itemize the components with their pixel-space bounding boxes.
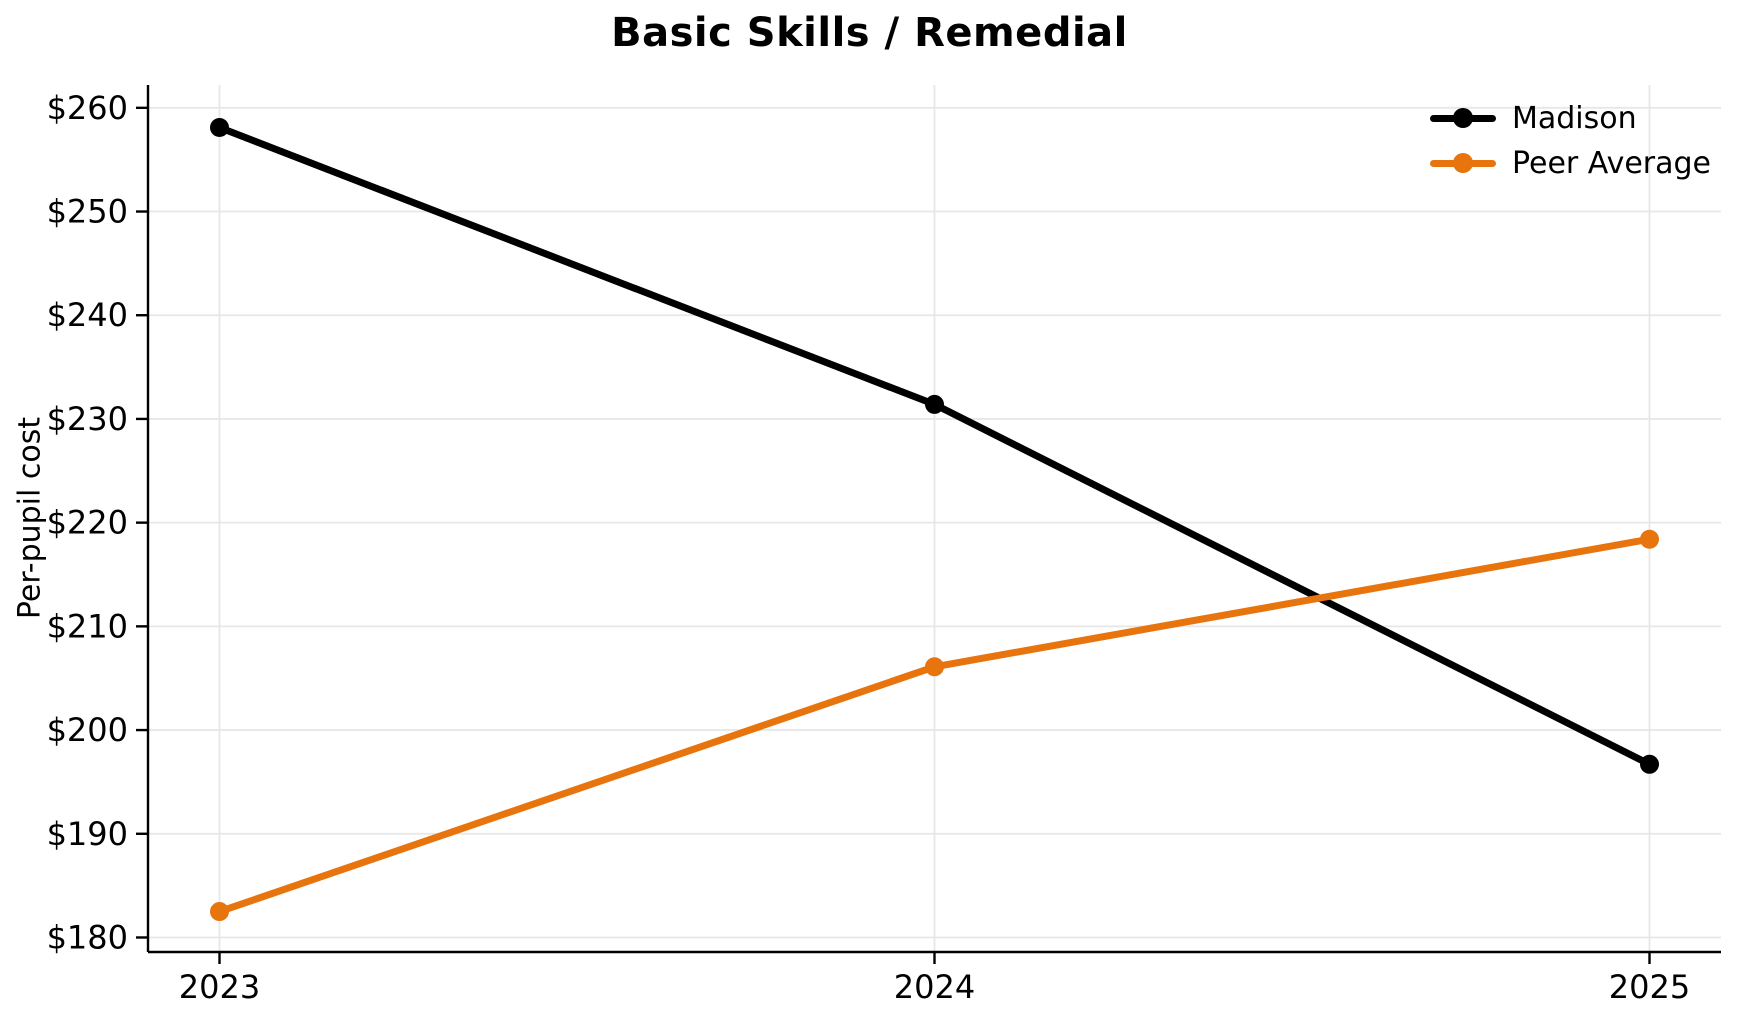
x-tick-label: 2025 <box>1609 968 1690 1006</box>
data-point-marker-peer-average <box>925 657 944 677</box>
data-point-marker-madison <box>925 394 944 414</box>
legend: Madison Peer Average <box>1430 100 1711 181</box>
legend-label-madison: Madison <box>1512 100 1637 136</box>
y-tick-label: $200 <box>47 711 128 749</box>
data-point-marker-madison <box>1640 754 1659 774</box>
legend-item-peer-average: Peer Average <box>1430 145 1711 181</box>
y-tick-label: $220 <box>47 504 128 542</box>
peer-average-line-swatch <box>1430 153 1496 173</box>
y-tick-label: $250 <box>47 193 128 231</box>
data-point-marker-peer-average <box>210 902 229 922</box>
data-point-marker-madison <box>210 118 229 138</box>
madison-line-swatch <box>1430 108 1496 128</box>
x-tick-label: 2023 <box>179 968 260 1006</box>
y-tick-label: $180 <box>47 918 128 956</box>
legend-item-madison: Madison <box>1430 100 1711 136</box>
y-tick-label: $260 <box>47 89 128 127</box>
chart-title: Basic Skills / Remedial <box>611 10 1128 56</box>
data-point-marker-peer-average <box>1640 529 1659 549</box>
x-tick-label: 2024 <box>894 968 975 1006</box>
y-tick-label: $230 <box>47 400 128 438</box>
y-tick-label: $240 <box>47 296 128 334</box>
legend-label-peer-average: Peer Average <box>1512 145 1711 181</box>
y-tick-label: $190 <box>47 815 128 853</box>
y-tick-label: $210 <box>47 607 128 645</box>
